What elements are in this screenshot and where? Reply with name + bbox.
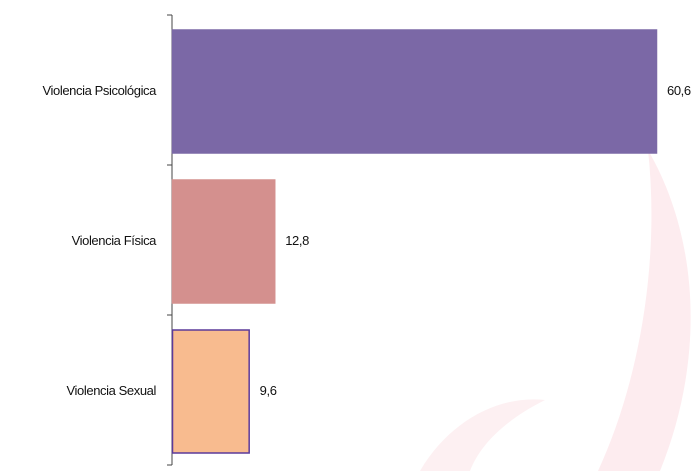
- watermark: [420, 150, 691, 471]
- bar: [171, 329, 250, 454]
- category-label: Violencia Psicológica: [43, 83, 158, 98]
- category-label: Violencia Física: [72, 233, 158, 248]
- value-label: 60,6: [667, 83, 691, 98]
- value-label: 9,6: [260, 383, 277, 398]
- category-label: Violencia Sexual: [67, 383, 157, 398]
- value-label: 12,8: [285, 233, 309, 248]
- bar: [171, 29, 658, 154]
- watermark-shape: [598, 150, 691, 471]
- watermark-shape: [420, 399, 545, 471]
- bar: [171, 179, 276, 304]
